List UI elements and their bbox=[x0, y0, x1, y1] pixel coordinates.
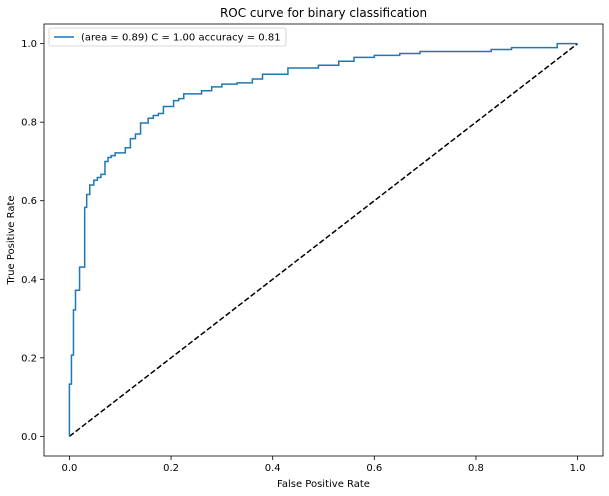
x-axis-ticks: 0.0 0.2 0.4 0.6 0.8 1.0 bbox=[61, 456, 586, 474]
x-tick-label: 0.2 bbox=[163, 463, 179, 474]
y-tick-label: 0.0 bbox=[21, 432, 37, 443]
x-tick-label: 0.0 bbox=[61, 463, 77, 474]
roc-curve-line bbox=[68, 42, 578, 437]
legend-box bbox=[48, 27, 287, 47]
chance-diagonal-line bbox=[68, 43, 579, 437]
y-tick-label: 0.8 bbox=[21, 118, 37, 129]
y-tick-label: 1.0 bbox=[21, 39, 37, 50]
legend: (area = 0.89) C = 1.00 accuracy = 0.81 bbox=[48, 27, 287, 47]
plot-frame bbox=[43, 23, 604, 457]
x-tick-label: 1.0 bbox=[570, 463, 586, 474]
y-axis-label: True Positive Rate bbox=[6, 195, 17, 285]
x-tick-label: 0.6 bbox=[366, 463, 382, 474]
x-tick-label: 0.4 bbox=[265, 463, 281, 474]
y-axis-ticks: 0.0 0.2 0.4 0.6 0.8 1.0 bbox=[21, 39, 44, 443]
y-tick-label: 0.4 bbox=[21, 275, 37, 286]
chart-title: ROC curve for binary classification bbox=[220, 6, 427, 20]
x-axis-label: False Positive Rate bbox=[277, 479, 370, 490]
series-layer bbox=[68, 42, 579, 437]
y-tick-label: 0.2 bbox=[21, 353, 37, 364]
legend-label-roc: (area = 0.89) C = 1.00 accuracy = 0.81 bbox=[81, 33, 281, 44]
x-tick-label: 0.8 bbox=[468, 463, 484, 474]
y-tick-label: 0.6 bbox=[21, 196, 37, 207]
